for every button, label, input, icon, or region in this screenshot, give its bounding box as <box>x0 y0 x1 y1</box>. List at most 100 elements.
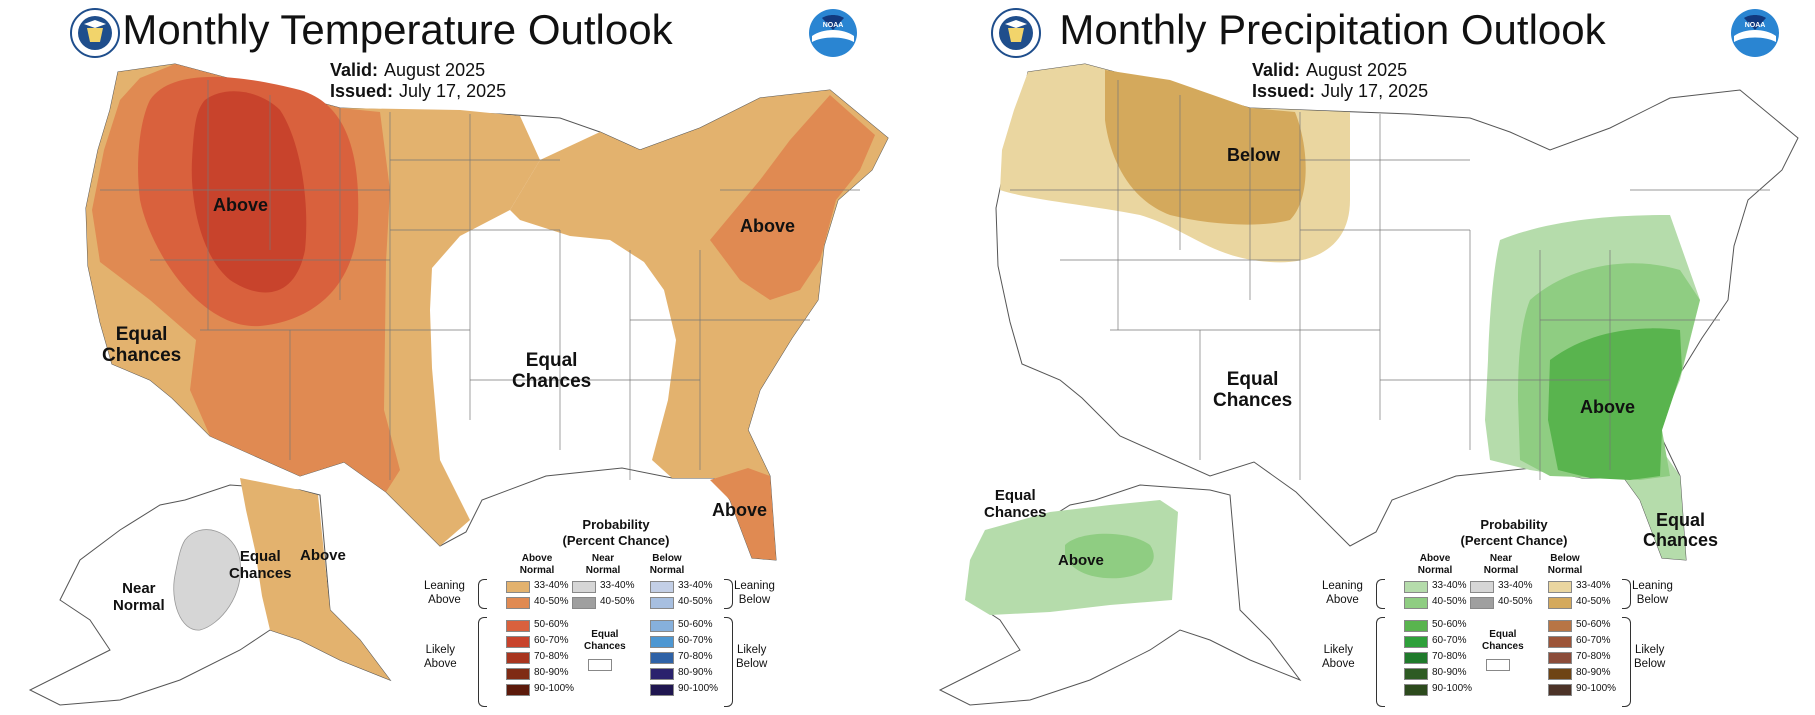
legend-swatch <box>1548 581 1572 593</box>
legend-leaning-above: Leaning Above <box>424 580 465 606</box>
legend-range: 80-90% <box>534 667 569 678</box>
legend-range: 33-40% <box>1432 580 1467 591</box>
legend-range: 33-40% <box>600 580 635 591</box>
label-above-northeast: Above <box>740 216 796 236</box>
legend-range: 60-70% <box>1576 635 1611 646</box>
label-above-alaska: Above <box>300 547 346 564</box>
legend-range: 60-70% <box>678 635 713 646</box>
legend-swatch <box>1548 668 1572 680</box>
precipitation-probability-legend: Probability (Percent Chance) Above Norma… <box>1322 517 1688 707</box>
label-equal-chances-alaska: Equal Chances <box>229 548 292 582</box>
legend-brace <box>1622 579 1631 609</box>
legend-swatch <box>1404 581 1428 593</box>
legend-swatch <box>506 636 530 648</box>
alaska-above-33-40 <box>240 478 390 680</box>
precipitation-outlook-dates: Valid: August 2025 Issued: July 17, 2025 <box>1252 60 1428 102</box>
issued-label: Issued: <box>1252 81 1316 101</box>
legend-brace <box>1376 617 1385 707</box>
temperature-outlook-map <box>28 63 889 706</box>
temp-above-40-50-florida <box>710 468 776 560</box>
valid-label: Valid: <box>1252 60 1301 80</box>
label-above-alaska: Above <box>1058 552 1104 569</box>
legend-likely-above: Likely Above <box>1322 644 1355 670</box>
legend-swatch <box>650 581 674 593</box>
legend-swatch <box>1404 684 1428 696</box>
legend-range: 70-80% <box>1432 651 1467 662</box>
legend-swatch <box>1404 620 1428 632</box>
alaska-near-normal <box>173 529 242 631</box>
legend-swatch <box>1548 652 1572 664</box>
temperature-probability-legend: Probability (Percent Chance) Above Norma… <box>424 517 790 707</box>
issued-label: Issued: <box>330 81 394 101</box>
legend-swatch <box>1548 597 1572 609</box>
legend-likely-below: Likely Below <box>736 644 768 670</box>
noaa-logo-icon: NOAA <box>1731 9 1779 57</box>
issued-value: July 17, 2025 <box>399 81 507 101</box>
precipitation-outlook-title: Monthly Precipitation Outlook <box>1059 6 1606 53</box>
label-equal-chances-florida: Equal Chances <box>1643 510 1719 551</box>
legend-col-below: Below Normal <box>1547 553 1583 576</box>
svg-text:NOAA: NOAA <box>823 22 844 29</box>
legend-swatch <box>1404 636 1428 648</box>
label-above-southeast: Above <box>1580 397 1636 417</box>
legend-range: 90-100% <box>678 683 719 694</box>
legend-swatch <box>506 668 530 680</box>
legend-range: 70-80% <box>1576 651 1611 662</box>
legend-equal-chances: Equal Chances <box>1482 629 1524 652</box>
legend-swatch <box>1404 668 1428 680</box>
state-boundaries <box>100 80 860 480</box>
legend-swatch <box>572 581 596 593</box>
commerce-seal-icon <box>70 8 120 58</box>
label-near-normal-alaska: Near Normal <box>113 580 165 614</box>
legend-range: 50-60% <box>678 619 713 630</box>
legend-range: 50-60% <box>1576 619 1611 630</box>
legend-range: 90-100% <box>1576 683 1617 694</box>
legend-swatch <box>650 597 674 609</box>
precipitation-outlook-panel: Monthly Precipitation Outlook Valid: Augu… <box>910 0 1815 715</box>
temp-above-40-50-northeast <box>710 95 875 300</box>
legend-swatch <box>1548 684 1572 696</box>
legend-range: 40-50% <box>1432 596 1467 607</box>
legend-swatch <box>1404 652 1428 664</box>
valid-value: August 2025 <box>384 60 486 80</box>
valid-value: August 2025 <box>1306 60 1408 80</box>
legend-swatch <box>506 581 530 593</box>
legend-brace <box>478 617 487 707</box>
legend-range: 40-50% <box>1576 596 1611 607</box>
legend-brace <box>724 579 733 609</box>
legend-equal-chances: Equal Chances <box>584 629 626 652</box>
legend-equal-chances-swatch <box>1486 659 1510 671</box>
legend-swatch <box>506 597 530 609</box>
precip-above-50-60 <box>1548 328 1682 480</box>
legend-brace <box>478 579 487 609</box>
legend-swatch <box>1548 620 1572 632</box>
legend-brace <box>724 617 733 707</box>
legend-swatch <box>650 684 674 696</box>
legend-col-near: Near Normal <box>1483 553 1519 576</box>
legend-leaning-above: Leaning Above <box>1322 580 1363 606</box>
label-equal-chances-central: Equal Chances <box>1213 369 1293 412</box>
temperature-outlook-title: Monthly Temperature Outlook <box>122 6 673 53</box>
legend-range: 60-70% <box>1432 635 1467 646</box>
svg-text:NOAA: NOAA <box>1745 22 1766 29</box>
legend-col-above: Above Normal <box>519 553 555 576</box>
precip-below-40-50 <box>1105 70 1306 225</box>
legend-range: 40-50% <box>534 596 569 607</box>
commerce-seal-icon <box>991 8 1041 58</box>
legend-title: Probability (Percent Chance) <box>1460 517 1568 548</box>
legend-range: 33-40% <box>534 580 569 591</box>
legend-range: 40-50% <box>600 596 635 607</box>
legend-brace <box>1376 579 1385 609</box>
legend-equal-chances-swatch <box>588 659 612 671</box>
legend-swatch <box>650 668 674 680</box>
legend-swatch <box>650 652 674 664</box>
label-equal-chances-central: Equal Chances <box>512 350 592 393</box>
legend-range: 50-60% <box>534 619 569 630</box>
legend-range: 40-50% <box>678 596 713 607</box>
legend-range: 90-100% <box>1432 683 1473 694</box>
label-above-florida: Above <box>712 500 768 520</box>
legend-swatch <box>506 620 530 632</box>
legend-range: 80-90% <box>1432 667 1467 678</box>
legend-range: 70-80% <box>678 651 713 662</box>
alaska-above-40-50 <box>1065 533 1154 579</box>
